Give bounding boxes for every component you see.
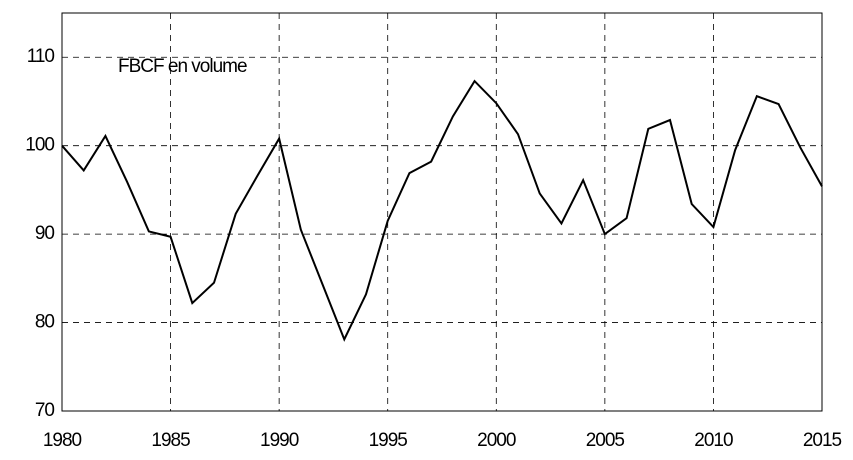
y-tick-label: 90	[35, 223, 55, 244]
annotation: FBCF en volume	[118, 56, 247, 77]
y-tick-label: 110	[27, 46, 55, 67]
y-tick-label: 100	[25, 135, 54, 156]
y-tick-label: 80	[35, 312, 55, 333]
x-tick-label: 1990	[260, 430, 299, 451]
y-tick-label: 70	[35, 400, 55, 421]
x-tick-label: 1985	[151, 430, 190, 451]
x-tick-label: 2015	[803, 430, 842, 451]
x-tick-label: 2005	[586, 430, 625, 451]
x-tick-label: 2000	[477, 430, 516, 451]
x-tick-label: 1980	[43, 430, 82, 451]
line-series	[61, 79, 823, 342]
x-tick-label: 1995	[369, 430, 408, 451]
x-tick-label: 2010	[694, 430, 733, 451]
